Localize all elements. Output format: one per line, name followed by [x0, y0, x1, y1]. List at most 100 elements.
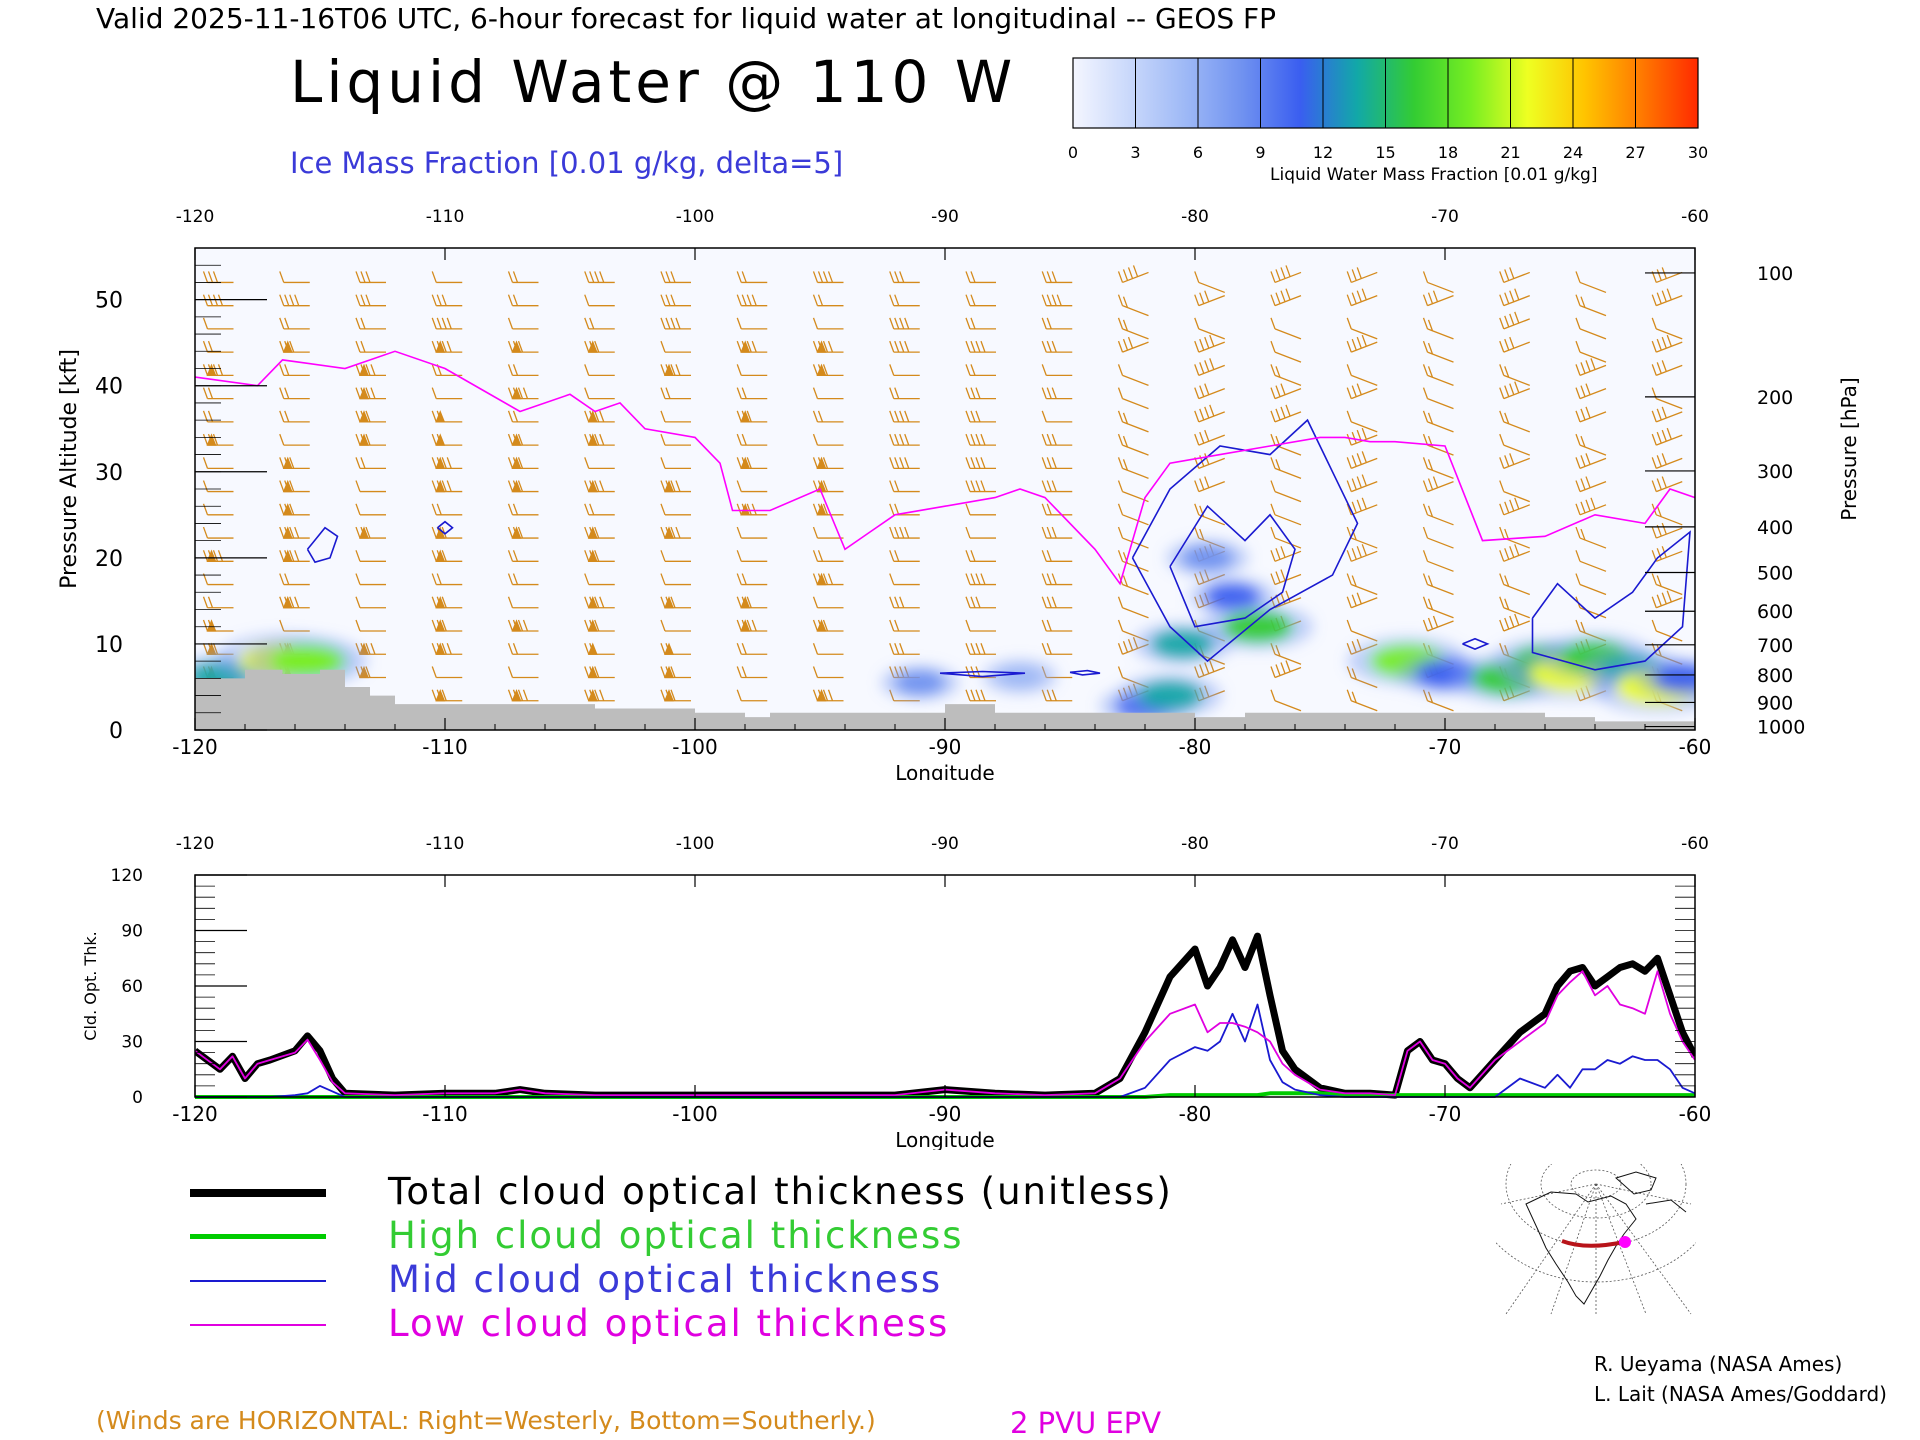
pressure-tick-label: 100	[1757, 263, 1793, 285]
wind-barb-feather	[355, 596, 361, 609]
wind-barb	[889, 340, 920, 353]
wind-barb-feather	[1427, 292, 1434, 304]
wind-barb-feather	[1046, 433, 1052, 446]
wind-barb-feather	[1351, 292, 1357, 304]
wind-barb	[202, 596, 234, 609]
wind-barb-feather	[1041, 271, 1047, 283]
wind-barb-feather	[904, 410, 910, 423]
wind-barb-feather	[202, 340, 209, 353]
wind-barb-feather	[660, 573, 666, 585]
wind-barb	[889, 433, 920, 446]
wind-barb-feather	[1427, 478, 1434, 490]
wind-barb	[965, 457, 996, 469]
subtitle: Ice Mass Fraction [0.01 g/kg, delta=5]	[290, 146, 844, 180]
wind-barb-feather	[741, 294, 747, 306]
wind-barb-shaft	[1579, 351, 1607, 363]
wind-barb-feather	[431, 457, 437, 469]
wind-barb	[1194, 404, 1225, 423]
wind-barb-feather	[970, 457, 976, 469]
wind-barb	[355, 619, 386, 632]
wind-barb-feather	[1346, 433, 1352, 446]
wind-barb-feather	[965, 596, 971, 609]
wind-barb-feather	[1427, 319, 1434, 332]
wind-barb	[355, 457, 386, 469]
wind-barb-feather	[446, 643, 452, 655]
wind-barb-pennant	[282, 526, 293, 539]
wind-barb	[1575, 271, 1607, 294]
wind-barb-feather	[1509, 336, 1515, 349]
wind-barb-feather	[1270, 271, 1276, 283]
pressure-tick-label: 1000	[1757, 717, 1805, 739]
wind-barb-feather	[355, 480, 361, 492]
wind-barb	[965, 550, 996, 562]
wind-barb-feather	[1651, 410, 1657, 423]
wind-barb-feather	[584, 387, 590, 399]
wind-barb	[584, 294, 615, 307]
wind-barb-feather	[736, 271, 742, 283]
wind-barb	[431, 456, 463, 469]
wind-barb-feather	[1422, 294, 1429, 306]
wind-barb-feather	[812, 317, 819, 330]
wind-barb	[736, 364, 768, 377]
wind-barb	[812, 688, 844, 702]
wind-barb	[584, 410, 615, 423]
top-tick-label: -90	[931, 207, 959, 227]
x-tick-label: -120	[172, 735, 217, 759]
wind-barb-feather	[670, 596, 676, 609]
wind-barb-feather	[355, 550, 361, 562]
wind-barb-feather	[1351, 575, 1357, 587]
wind-barb-feather	[965, 619, 971, 632]
wind-barb-feather	[741, 433, 747, 446]
wind-barb-feather	[1432, 476, 1439, 488]
pressure-tick-label: 700	[1757, 635, 1793, 657]
wind-barb	[1422, 387, 1454, 410]
wind-barb-shaft	[1656, 434, 1683, 446]
wind-barb	[660, 271, 691, 284]
wind-barb-shaft	[1198, 364, 1225, 376]
wind-barb	[507, 619, 539, 632]
wind-barb-feather	[660, 317, 666, 330]
wind-barb	[507, 573, 539, 586]
wind-barb-feather	[1051, 480, 1057, 492]
wind-barb-feather	[1046, 340, 1052, 353]
wind-barb-feather	[584, 364, 590, 376]
wind-barb-feather	[431, 387, 437, 399]
colorbar-tick-label: 18	[1438, 143, 1458, 162]
wind-barb	[812, 340, 844, 353]
wind-barb-feather	[594, 689, 600, 701]
wind-barb	[736, 387, 768, 400]
wind-barb-feather	[446, 480, 452, 492]
wind-barb-feather	[899, 433, 905, 446]
y-tick-label: 50	[95, 289, 123, 314]
wind-barb-feather	[1499, 294, 1505, 306]
liquid-water-blob	[1205, 584, 1260, 610]
wind-barb-feather	[1204, 662, 1210, 674]
wind-barb-feather	[1351, 501, 1357, 514]
wind-barb-feather	[594, 526, 600, 539]
wind-barb-shaft	[1579, 328, 1607, 340]
wind-barb	[431, 294, 463, 307]
wind-barb-feather	[1661, 336, 1667, 349]
wind-barb-feather	[1651, 619, 1657, 632]
wind-barb-feather	[1575, 480, 1581, 492]
liquid-water-blob	[895, 671, 945, 695]
wind-barb-feather	[1351, 548, 1357, 560]
wind-barb	[660, 387, 691, 400]
wind-barb-pennant	[282, 456, 293, 469]
wind-barb-feather	[217, 550, 224, 562]
wind-barb	[507, 410, 539, 423]
wind-barb-feather	[1199, 431, 1205, 444]
wind-barb-feather	[1580, 528, 1586, 541]
wind-barb	[965, 689, 996, 702]
wind-barb-feather	[1351, 478, 1357, 490]
cot-top-tick-label: -120	[176, 834, 215, 854]
wind-barb	[202, 526, 234, 539]
wind-barb-feather	[660, 550, 666, 562]
wind-barb-feather	[904, 433, 910, 446]
wind-barb	[1117, 387, 1149, 410]
wind-barb-feather	[1270, 550, 1276, 562]
wind-barb-feather	[1509, 383, 1515, 395]
pressure-tick-label: 900	[1757, 692, 1793, 714]
wind-barb-feather	[355, 364, 361, 376]
wind-barb-feather	[1199, 478, 1205, 490]
